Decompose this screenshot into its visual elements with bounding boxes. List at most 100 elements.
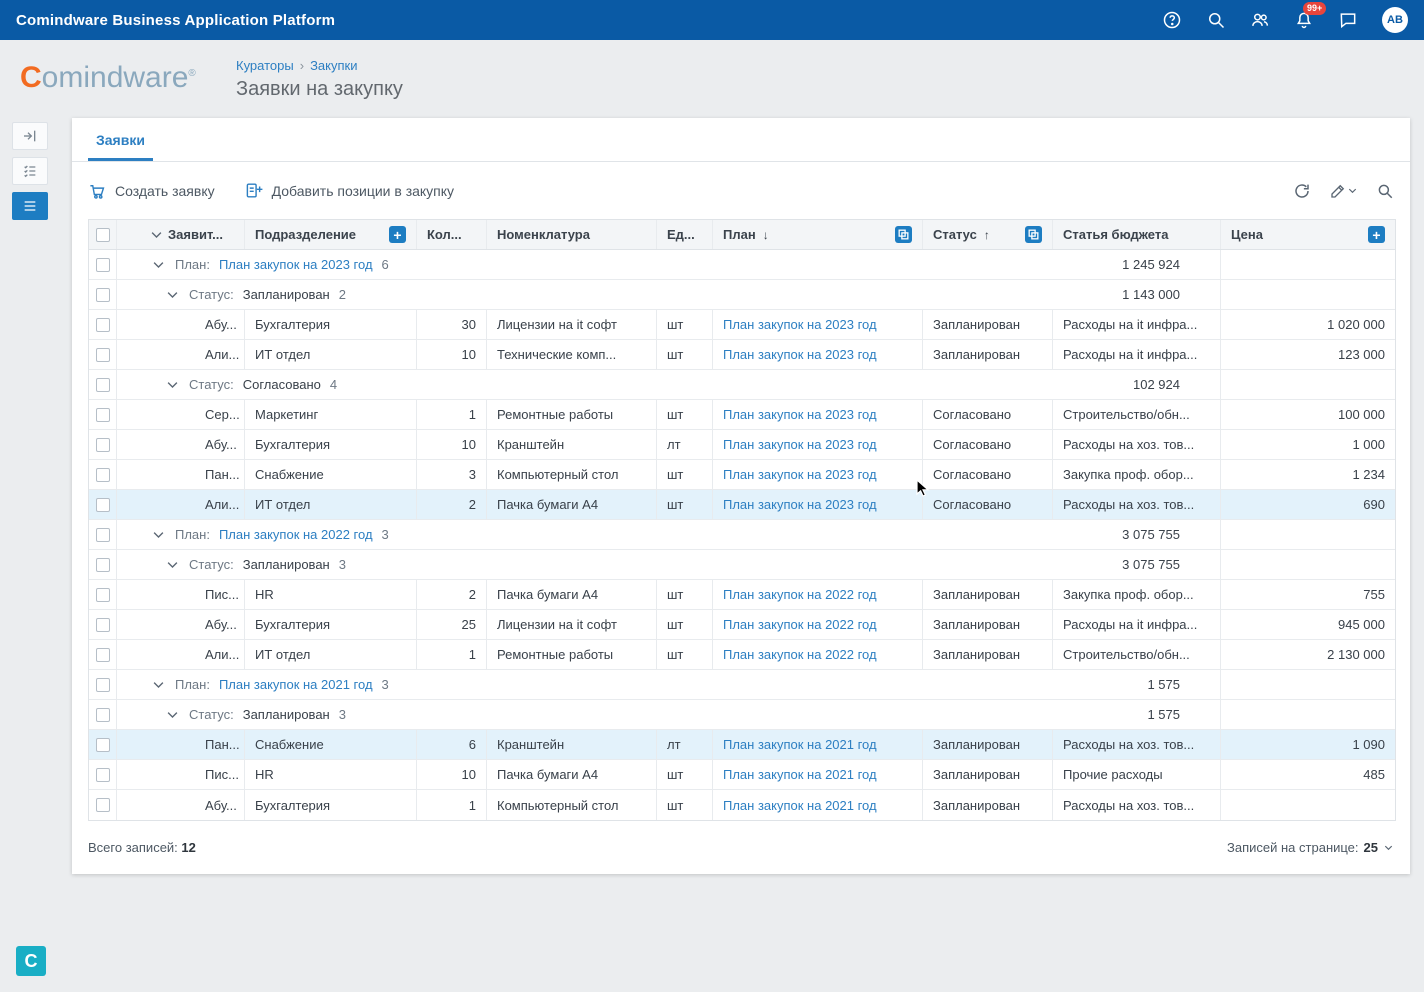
status-group-row[interactable]: Статус: Запланирован 2 1 143 000 (89, 280, 1395, 310)
row-checkbox[interactable] (95, 677, 110, 692)
table-row[interactable]: Абу... Бухгалтерия 1 Компьютерный стол шт Пла… (89, 790, 1395, 820)
create-request-button[interactable]: Создать заявку (88, 181, 215, 200)
column-header-status[interactable]: Статус ↑ (923, 220, 1053, 249)
comindware-badge-logo[interactable]: C (16, 946, 46, 976)
table-row[interactable]: Пис... HR 10 Пачка бумаги А4 шт План закупок … (89, 760, 1395, 790)
tab-requests[interactable]: Заявки (88, 118, 153, 161)
plan-link[interactable]: План закупок на 2023 год (723, 467, 877, 482)
chevron-down-icon[interactable] (165, 377, 180, 392)
table-row[interactable]: Сер... Маркетинг 1 Ремонтные работы шт План з… (89, 400, 1395, 430)
row-checkbox[interactable] (95, 257, 110, 272)
plan-link[interactable]: План закупок на 2022 год (723, 617, 877, 632)
edit-dropdown-button[interactable] (1329, 182, 1358, 200)
cell-item: Ремонтные работы (487, 400, 657, 429)
row-checkbox[interactable] (95, 377, 110, 392)
table-row[interactable]: Абу... Бухгалтерия 25 Лицензии на it софт шт… (89, 610, 1395, 640)
row-checkbox[interactable] (95, 497, 110, 512)
refresh-icon[interactable] (1293, 182, 1311, 200)
row-checkbox[interactable] (95, 557, 110, 572)
plan-link[interactable]: План закупок на 2021 год (723, 797, 877, 813)
breadcrumb-link-purchases[interactable]: Закупки (310, 58, 358, 73)
plan-link[interactable]: План закупок на 2023 год (723, 317, 877, 332)
row-checkbox[interactable] (95, 587, 110, 602)
plan-link[interactable]: План закупок на 2021 год (723, 767, 877, 782)
plan-group-row[interactable]: План: План закупок на 2022 год 3 3 075 755 (89, 520, 1395, 550)
row-checkbox[interactable] (95, 767, 110, 782)
column-header-nomenclature[interactable]: Номенклатура (487, 220, 657, 249)
breadcrumb-link-curators[interactable]: Кураторы (236, 58, 294, 73)
plan-group-row[interactable]: План: План закупок на 2023 год 6 1 245 924 (89, 250, 1395, 280)
plan-link[interactable]: План закупок на 2022 год (723, 587, 877, 602)
row-checkbox[interactable] (95, 317, 110, 332)
table-search-icon[interactable] (1376, 182, 1394, 200)
column-header-plan[interactable]: План ↓ (713, 220, 923, 249)
row-checkbox[interactable] (95, 467, 110, 482)
group-value-link[interactable]: План закупок на 2021 год (218, 677, 373, 692)
grouped-indicator-badge-icon[interactable] (1025, 226, 1042, 243)
row-checkbox[interactable] (95, 287, 110, 302)
column-header-budget[interactable]: Статья бюджета (1053, 220, 1221, 249)
table-row[interactable]: Али... ИТ отдел 10 Технические комп... шт Пла… (89, 340, 1395, 370)
people-icon[interactable] (1250, 10, 1270, 30)
group-value-link[interactable]: План закупок на 2022 год (218, 527, 373, 542)
table-row[interactable]: Али... ИТ отдел 2 Пачка бумаги А4 шт План зак… (89, 490, 1395, 520)
row-checkbox[interactable] (95, 737, 110, 752)
row-checkbox[interactable] (95, 347, 110, 362)
comindware-logo[interactable]: Comindware® (20, 58, 196, 94)
collapse-sidebar-button[interactable] (12, 122, 48, 150)
plan-link[interactable]: План закупок на 2021 год (723, 737, 877, 752)
table-row[interactable]: Абу... Бухгалтерия 30 Лицензии на it софт шт… (89, 310, 1395, 340)
row-checkbox[interactable] (95, 407, 110, 422)
chevron-down-icon[interactable] (151, 677, 166, 692)
status-group-row[interactable]: Статус: Запланирован 3 1 575 (89, 700, 1395, 730)
row-checkbox[interactable] (95, 617, 110, 632)
group-count: 3 (338, 557, 346, 572)
table-row[interactable]: Пис... HR 2 Пачка бумаги А4 шт План закупок н… (89, 580, 1395, 610)
user-avatar[interactable]: AB (1382, 7, 1408, 33)
column-header-unit[interactable]: Ед... (657, 220, 713, 249)
grouped-indicator-badge-icon[interactable] (895, 226, 912, 243)
plan-link[interactable]: План закупок на 2022 год (723, 647, 877, 662)
notifications-bell-icon[interactable]: 99+ (1294, 2, 1327, 30)
sort-desc-icon[interactable]: ↓ (762, 227, 769, 242)
sort-asc-icon[interactable]: ↑ (983, 227, 990, 242)
column-header-qty[interactable]: Кол... (417, 220, 487, 249)
select-all-checkbox[interactable] (95, 227, 110, 242)
chevron-down-icon[interactable] (151, 257, 166, 272)
chat-icon[interactable] (1338, 10, 1358, 30)
add-positions-button[interactable]: Добавить позиции в закупку (245, 181, 454, 200)
status-group-row[interactable]: Статус: Согласовано 4 102 924 (89, 370, 1395, 400)
plan-group-row[interactable]: План: План закупок на 2021 год 3 1 575 (89, 670, 1395, 700)
plan-link[interactable]: План закупок на 2023 год (723, 347, 877, 362)
sidebar (12, 122, 48, 220)
add-column-badge-icon[interactable]: + (389, 226, 406, 243)
records-per-page-select[interactable]: Записей на странице: 25 (1227, 840, 1394, 855)
tasks-menu-button[interactable] (12, 157, 48, 185)
table-row[interactable]: Пан... Снабжение 3 Компьютерный стол шт План … (89, 460, 1395, 490)
row-checkbox[interactable] (95, 798, 110, 812)
row-checkbox[interactable] (95, 437, 110, 452)
search-icon[interactable] (1206, 10, 1226, 30)
column-header-requester[interactable]: Заявит... (117, 220, 245, 249)
status-group-row[interactable]: Статус: Запланирован 3 3 075 755 (89, 550, 1395, 580)
plan-link[interactable]: План закупок на 2023 год (723, 407, 877, 422)
column-header-price[interactable]: Цена + (1221, 220, 1395, 249)
collapse-all-chevron-icon[interactable] (149, 227, 164, 242)
table-row[interactable]: Пан... Снабжение 6 Кранштейн лт План закупок … (89, 730, 1395, 760)
help-icon[interactable] (1162, 10, 1182, 30)
row-checkbox[interactable] (95, 707, 110, 722)
records-menu-button[interactable] (12, 192, 48, 220)
row-checkbox[interactable] (95, 527, 110, 542)
table-row[interactable]: Абу... Бухгалтерия 10 Кранштейн лт План закуп… (89, 430, 1395, 460)
chevron-down-icon[interactable] (165, 287, 180, 302)
add-column-badge-icon[interactable]: + (1368, 226, 1385, 243)
column-header-department[interactable]: Подразделение + (245, 220, 417, 249)
chevron-down-icon[interactable] (151, 527, 166, 542)
plan-link[interactable]: План закупок на 2023 год (723, 497, 877, 512)
row-checkbox[interactable] (95, 647, 110, 662)
table-row[interactable]: Али... ИТ отдел 1 Ремонтные работы шт План за… (89, 640, 1395, 670)
chevron-down-icon[interactable] (165, 557, 180, 572)
chevron-down-icon[interactable] (165, 707, 180, 722)
group-value-link[interactable]: План закупок на 2023 год (218, 257, 373, 272)
plan-link[interactable]: План закупок на 2023 год (723, 437, 877, 452)
